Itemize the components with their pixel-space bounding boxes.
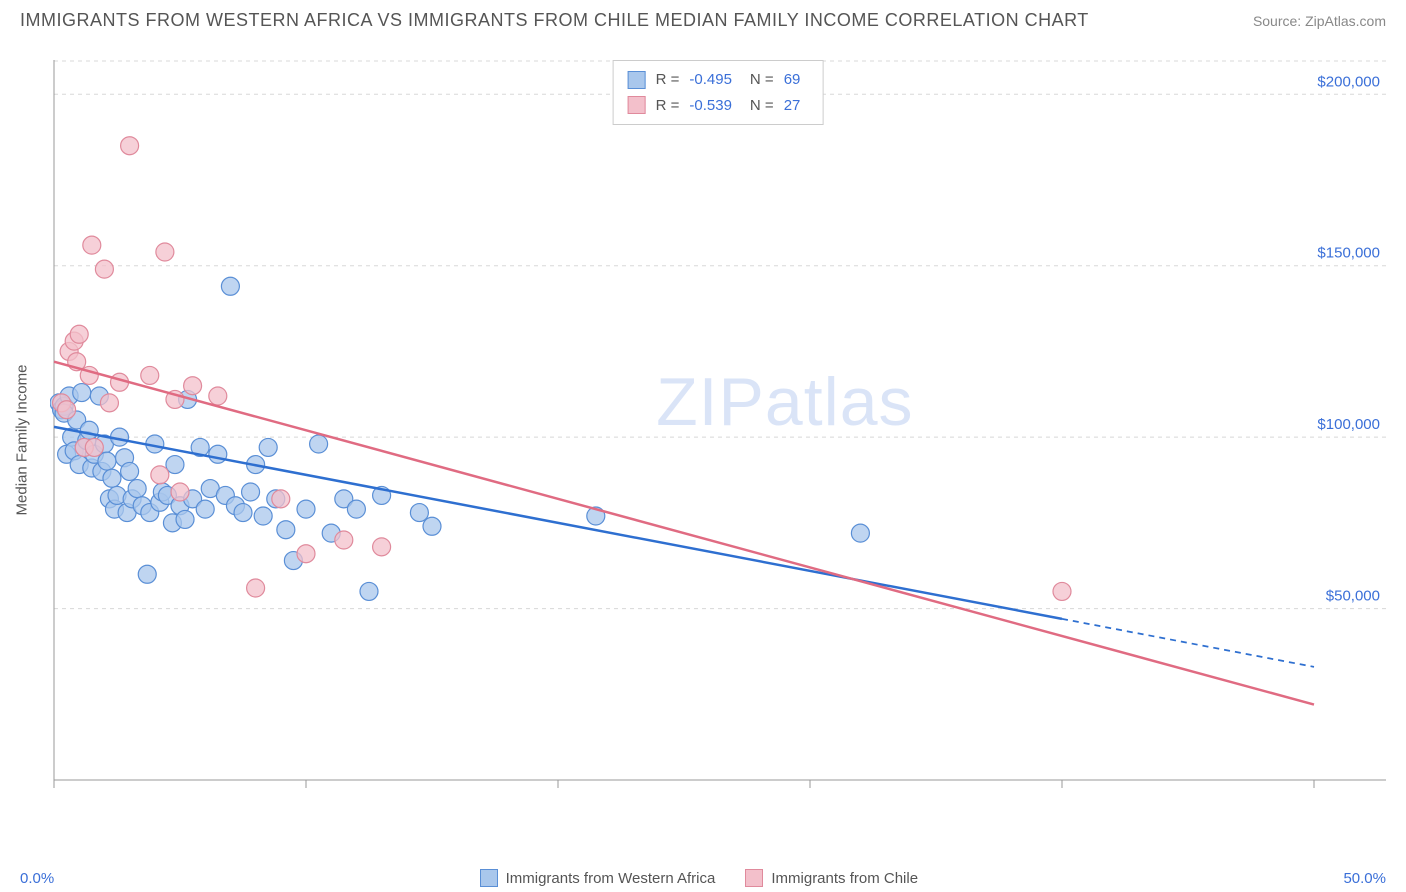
scatter-point — [373, 538, 391, 556]
scatter-point — [151, 466, 169, 484]
series-legend: Immigrants from Western Africa Immigrants… — [480, 869, 918, 887]
scatter-point — [121, 137, 139, 155]
scatter-point — [335, 531, 353, 549]
scatter-point — [209, 387, 227, 405]
trend-line — [54, 427, 1062, 619]
scatter-point — [196, 500, 214, 518]
stats-box: R =-0.495N =69R =-0.539N =27 — [613, 60, 824, 125]
scatter-point — [80, 421, 98, 439]
scatter-point — [138, 565, 156, 583]
scatter-point — [128, 480, 146, 498]
scatter-point — [121, 462, 139, 480]
scatter-point — [141, 366, 159, 384]
stats-row: R =-0.539N =27 — [628, 93, 809, 119]
scatter-point — [297, 545, 315, 563]
scatter-point — [423, 517, 441, 535]
scatter-point — [70, 325, 88, 343]
scatter-point — [58, 401, 76, 419]
scatter-point — [272, 490, 290, 508]
scatter-point — [410, 504, 428, 522]
series-swatch — [745, 869, 763, 887]
scatter-point — [209, 445, 227, 463]
scatter-point — [103, 469, 121, 487]
scatter-point — [297, 500, 315, 518]
legend-item: Immigrants from Chile — [745, 869, 918, 887]
scatter-point — [156, 243, 174, 261]
scatter-point — [176, 510, 194, 528]
legend-label: Immigrants from Chile — [771, 870, 918, 887]
scatter-point — [242, 483, 260, 501]
scatter-point — [73, 384, 91, 402]
scatter-point — [85, 438, 103, 456]
stats-row: R =-0.495N =69 — [628, 67, 809, 93]
scatter-plot: $50,000 $100,000 $150,000 $200,000 — [50, 60, 1386, 820]
source-label: Source: ZipAtlas.com — [1253, 13, 1386, 29]
scatter-point — [234, 504, 252, 522]
scatter-point — [1053, 582, 1071, 600]
scatter-point — [83, 236, 101, 254]
series-swatch — [628, 96, 646, 114]
trend-line-dashed — [1062, 619, 1314, 667]
series-swatch — [480, 869, 498, 887]
chart-area: Median Family Income $50,000$100,000$150… — [50, 60, 1386, 820]
scatter-point — [166, 456, 184, 474]
legend-label: Immigrants from Western Africa — [506, 870, 716, 887]
scatter-point — [184, 377, 202, 395]
scatter-point — [259, 438, 277, 456]
svg-text:$150,000: $150,000 — [1317, 245, 1380, 262]
scatter-point — [347, 500, 365, 518]
scatter-point — [310, 435, 328, 453]
scatter-point — [221, 277, 239, 295]
svg-text:$200,000: $200,000 — [1317, 73, 1380, 90]
scatter-point — [277, 521, 295, 539]
scatter-point — [95, 260, 113, 278]
scatter-point — [100, 394, 118, 412]
series-swatch — [628, 71, 646, 89]
svg-text:$100,000: $100,000 — [1317, 416, 1380, 433]
x-axis-min: 0.0% — [20, 870, 54, 887]
scatter-point — [360, 582, 378, 600]
scatter-point — [98, 452, 116, 470]
scatter-point — [254, 507, 272, 525]
x-axis-max: 50.0% — [1343, 870, 1386, 887]
scatter-point — [851, 524, 869, 542]
svg-text:$50,000: $50,000 — [1326, 588, 1380, 605]
scatter-point — [247, 579, 265, 597]
scatter-point — [171, 483, 189, 501]
trend-line — [54, 362, 1314, 705]
chart-title: IMMIGRANTS FROM WESTERN AFRICA VS IMMIGR… — [20, 10, 1089, 31]
y-axis-label: Median Family Income — [14, 365, 31, 516]
legend-item: Immigrants from Western Africa — [480, 869, 716, 887]
bottom-legend: 0.0% Immigrants from Western AfricaImmig… — [0, 869, 1406, 887]
